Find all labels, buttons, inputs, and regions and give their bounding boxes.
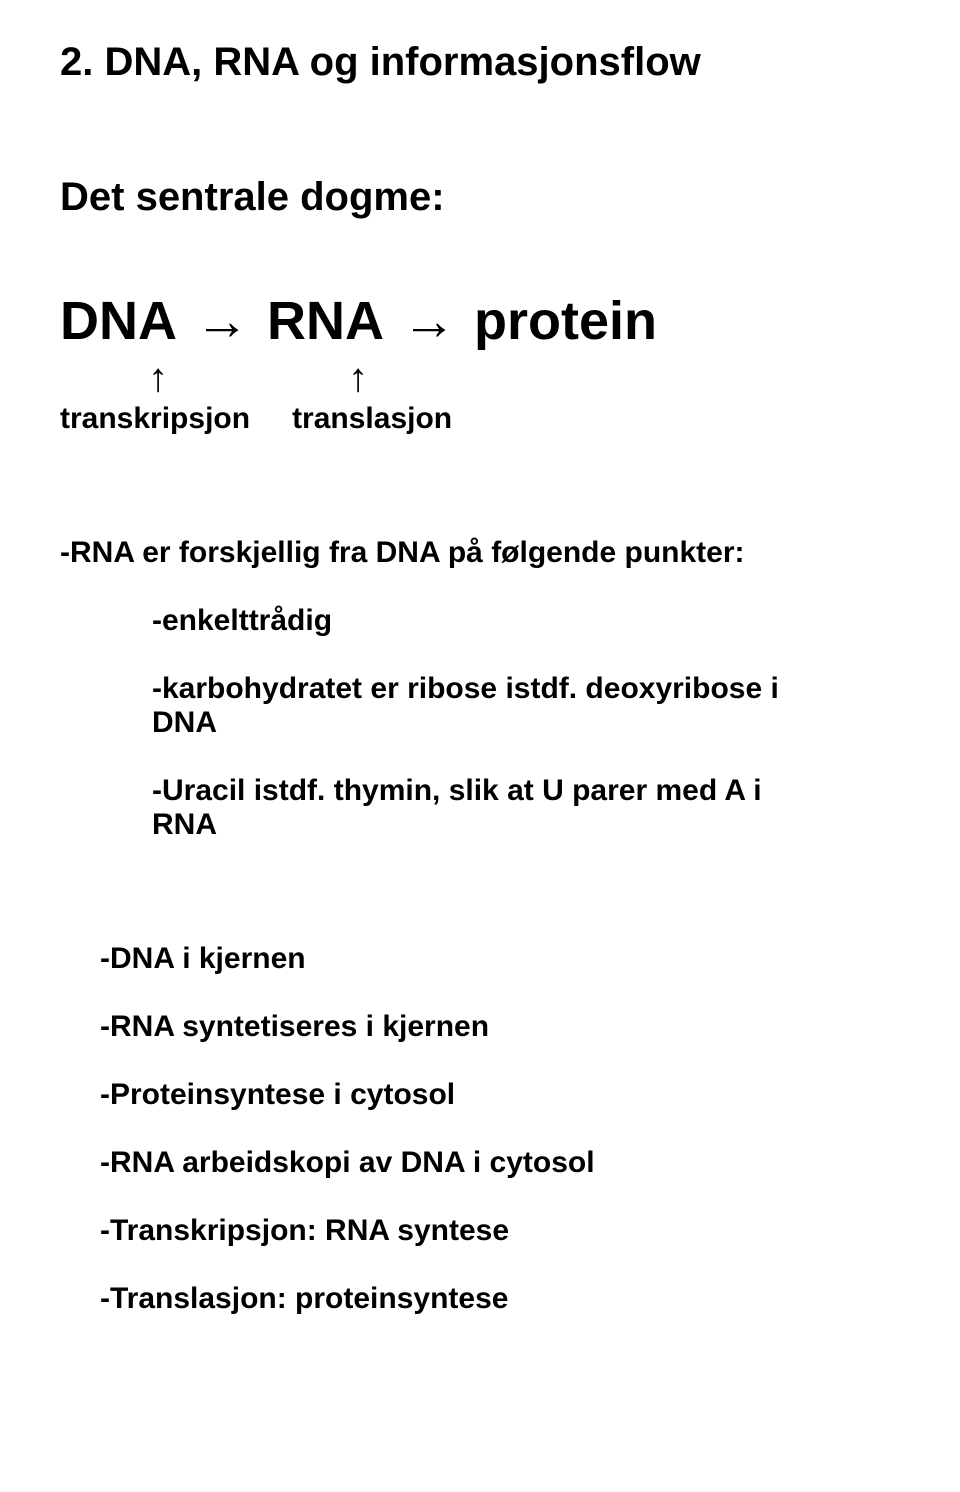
loc-item: -RNA arbeidskopi av DNA i cytosol [100,1146,780,1180]
loc-item: -Transkripsjon: RNA syntese [100,1214,780,1248]
diff-item: -Uracil istdf. thymin, slik at U parer m… [152,774,780,842]
arrow-up-icon: ↑ [148,358,168,398]
arrow-right-icon: → [402,290,456,352]
diff-item: -enkelttrådig [152,604,780,638]
dogme-label-row: transkripsjon translasjon [60,402,780,436]
dogme-dna: DNA [60,290,177,352]
loc-item: -Proteinsyntese i cytosol [100,1078,780,1112]
dogme-protein: protein [474,290,657,352]
loc-item: -RNA syntetiseres i kjernen [100,1010,780,1044]
diff-item: -karbohydratet er ribose istdf. deoxyrib… [152,672,780,740]
dogme-rna: RNA [267,290,384,352]
loc-item: -Translasjon: proteinsyntese [100,1282,780,1316]
page: 2. DNA, RNA og informasjonsflow Det sent… [0,0,840,1410]
label-translasjon: translasjon [292,402,452,436]
arrow-up-icon: ↑ [348,358,368,398]
page-title: 2. DNA, RNA og informasjonsflow [60,40,780,85]
arrow-right-icon: → [195,290,249,352]
subtitle: Det sentrale dogme: [60,175,780,220]
dogme-flow-row: DNA → RNA → protein [60,290,780,352]
diff-intro: -RNA er forskjellig fra DNA på følgende … [60,536,780,570]
loc-item: -DNA i kjernen [100,942,780,976]
dogme-uparrow-row: ↑ ↑ [60,358,780,398]
label-transkripsjon: transkripsjon [60,402,250,436]
